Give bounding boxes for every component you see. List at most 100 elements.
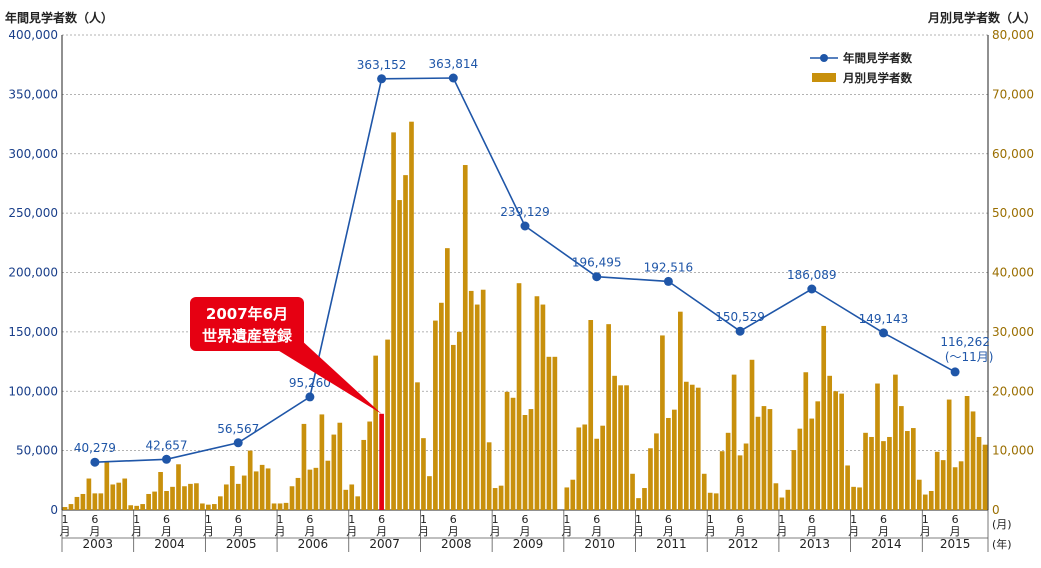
month-tick-label: 月 (663, 525, 674, 538)
monthly-bar (940, 460, 946, 511)
monthly-bar (821, 325, 827, 510)
monthly-bar (785, 489, 791, 510)
annual-data-label: 150,529 (715, 310, 765, 324)
monthly-bar (528, 409, 534, 510)
annual-data-label: 363,814 (428, 57, 478, 71)
monthly-bar (152, 491, 157, 510)
legend-bar-label: 月別見学者数 (842, 71, 912, 85)
month-tick-label: 月 (161, 525, 172, 538)
left-axis-ticks: 0 50,000 100,000 150,000 200,000 250,000 300,0… (8, 28, 58, 517)
annual-data-note: (～11月) (945, 350, 994, 364)
monthly-bar (612, 375, 617, 510)
year-label: 2012 (728, 537, 759, 551)
right-tick-label: 30,000 (992, 325, 1034, 339)
monthly-bar (403, 175, 408, 511)
month-tick-label: 6 (306, 513, 313, 526)
monthly-bar (313, 467, 319, 510)
month-tick-label: 6 (737, 513, 744, 526)
monthly-bar (134, 505, 140, 510)
right-tick-label: 0 (992, 503, 1000, 517)
monthly-bar (307, 469, 313, 511)
monthly-bar (660, 335, 665, 510)
month-tick-label: 6 (235, 513, 242, 526)
monthly-bar (946, 399, 952, 510)
monthly-bar (588, 320, 594, 510)
month-tick-label: 1 (420, 513, 427, 526)
month-tick-label: 月 (89, 525, 100, 538)
year-label: 2009 (513, 537, 544, 551)
year-label: 2014 (871, 537, 902, 551)
monthly-bar (893, 374, 898, 511)
monthly-bar (349, 484, 355, 510)
callout-line-2: 世界遺産登録 (202, 327, 293, 345)
month-tick-label: 1 (205, 513, 212, 526)
left-tick-label: 200,000 (8, 266, 58, 280)
monthly-bar (74, 496, 80, 510)
monthly-bar (331, 434, 337, 510)
monthly-bar (92, 493, 98, 511)
left-tick-label: 300,000 (8, 147, 58, 161)
monthly-bar (295, 477, 301, 510)
monthly-bar (797, 428, 803, 510)
monthly-bar (833, 391, 838, 510)
monthly-bar (170, 486, 175, 510)
monthly-bar (104, 461, 110, 510)
month-tick-label: 6 (450, 513, 457, 526)
monthly-bar (934, 451, 940, 510)
month-tick-label: 月 (59, 525, 70, 538)
callout-pointer (276, 339, 382, 414)
monthly-bar (80, 493, 86, 510)
monthly-bar (492, 488, 498, 510)
month-tick-label: 月 (776, 525, 787, 538)
month-tick-label: 月 (376, 525, 387, 538)
monthly-bar (301, 423, 307, 510)
annual-data-label: 116,262 (940, 335, 990, 349)
month-tick-label: 6 (163, 513, 170, 526)
monthly-bar (188, 483, 193, 511)
right-tick-label: 10,000 (992, 444, 1034, 458)
monthly-bar (564, 487, 570, 510)
legend-line-label: 年間見学者数 (843, 51, 912, 65)
month-tick-label: 月 (848, 525, 859, 538)
monthly-bar (486, 442, 492, 510)
month-tick-label: 月 (131, 525, 142, 538)
month-tick-label: 6 (593, 513, 600, 526)
monthly-bar (737, 455, 743, 511)
month-tick-label: 月 (448, 525, 459, 538)
month-tick-label: 月 (633, 525, 644, 538)
monthly-bar (122, 478, 128, 510)
annual-point (162, 454, 171, 464)
monthly-bar (803, 372, 809, 510)
annual-data-label: 196,495 (572, 256, 622, 270)
month-tick-label: 1 (133, 513, 140, 526)
monthly-bar (809, 418, 815, 510)
monthly-bar (116, 482, 122, 510)
monthly-bar (498, 485, 504, 510)
left-tick-label: 100,000 (8, 384, 58, 398)
monthly-bar (456, 331, 462, 511)
monthly-bar (636, 498, 641, 511)
monthly-bar (229, 466, 235, 510)
monthly-bar (970, 411, 976, 510)
monthly-bar (510, 397, 516, 510)
annual-data-label: 186,089 (787, 268, 837, 282)
monthly-bar (546, 356, 552, 510)
monthly-bar (361, 439, 367, 510)
monthly-bar (594, 438, 600, 510)
monthly-bar (863, 432, 868, 510)
monthly-bar (421, 438, 426, 510)
left-tick-label: 350,000 (8, 87, 58, 101)
monthly-bar (319, 414, 325, 510)
monthly-bar (391, 132, 396, 511)
monthly-bar (648, 448, 653, 510)
monthly-bar (725, 432, 731, 510)
monthly-bars (62, 121, 988, 511)
monthly-bar (964, 396, 970, 510)
monthly-bar (678, 311, 683, 510)
annual-point (592, 272, 602, 282)
year-label: 2013 (799, 537, 830, 551)
monthly-bar-highlight (379, 413, 384, 510)
monthly-bar (881, 441, 886, 511)
